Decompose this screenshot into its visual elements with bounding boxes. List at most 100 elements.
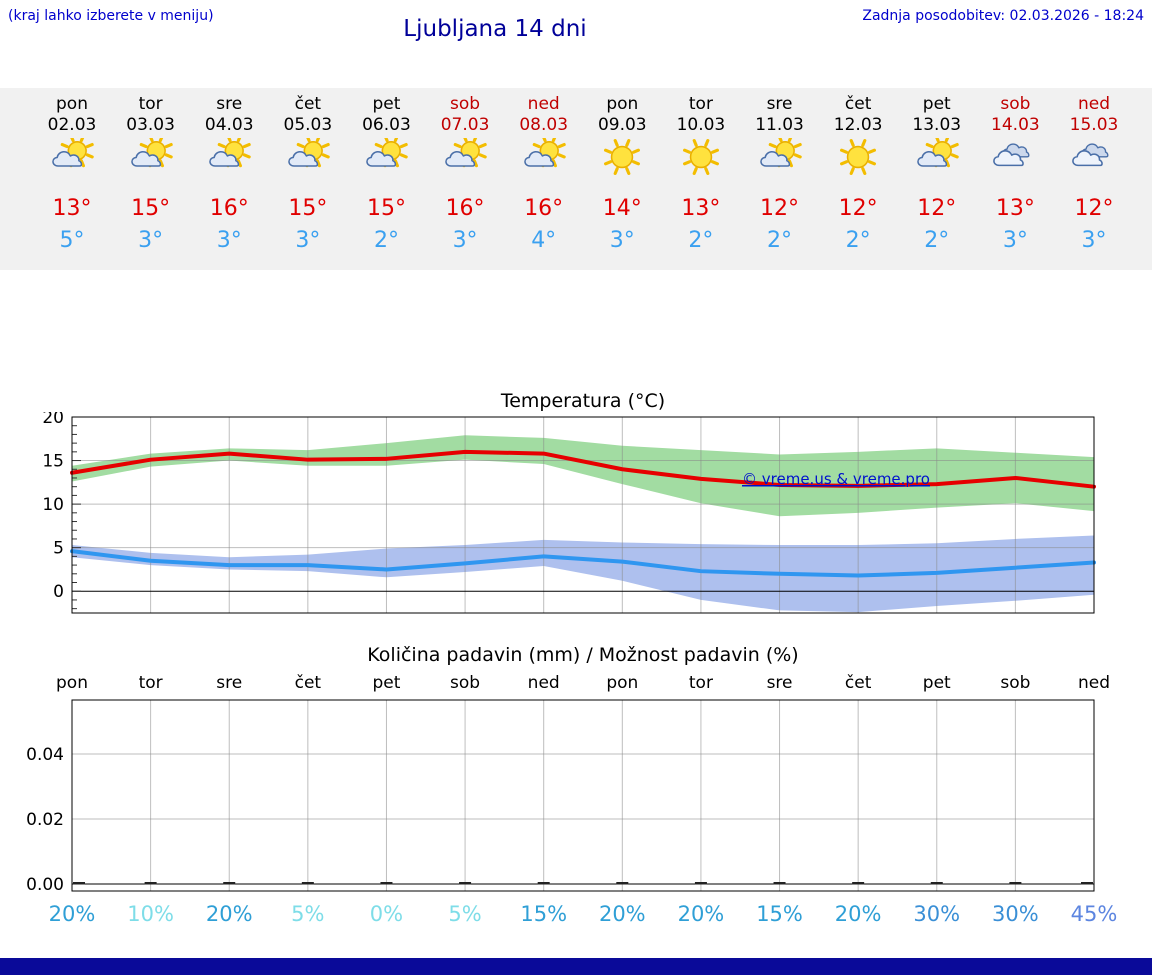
temp-y-tick: 0 <box>53 582 64 602</box>
day-low-temp: 3° <box>1002 228 1028 253</box>
day-high-temp: 15° <box>131 196 171 221</box>
day-low-temp: 2° <box>688 228 714 253</box>
partly-cloudy-icon <box>916 134 959 168</box>
precip-y-tick: 0.02 <box>26 810 64 830</box>
day-high-temp: 12° <box>1074 196 1114 221</box>
day-icon-wrap <box>347 134 425 182</box>
precip-probability: 45% <box>1070 902 1118 926</box>
precip-day-label: čet <box>295 673 322 693</box>
day-date: 10.03 <box>676 115 726 135</box>
forecast-day-04.03: sre 04.03 16° 3° <box>190 88 268 270</box>
day-low-temp: 3° <box>1081 228 1107 253</box>
day-low-temp: 3° <box>452 228 478 253</box>
day-name: tor <box>688 94 713 114</box>
precip-day-label: sob <box>1000 673 1030 693</box>
day-name: tor <box>138 94 163 114</box>
precip-probability: 20% <box>205 902 253 926</box>
day-icon-wrap <box>741 134 819 182</box>
day-name: sob <box>450 94 481 114</box>
day-high-temp: 12° <box>917 196 957 221</box>
day-icon-wrap <box>190 134 268 182</box>
day-icon-wrap <box>269 134 347 182</box>
cloudy-icon <box>1072 143 1109 167</box>
max-temp-uncertainty-band <box>72 435 1094 517</box>
day-low-temp: 4° <box>531 228 557 253</box>
watermark-link[interactable]: © vreme.us & vreme.pro <box>742 470 930 488</box>
day-low-temp: 3° <box>295 228 321 253</box>
precip-bar <box>73 882 85 885</box>
precip-day-label: sre <box>216 673 242 693</box>
precip-day-label: pon <box>606 673 638 693</box>
forecast-day-11.03: sre 11.03 12° 2° <box>741 88 819 270</box>
forecast-day-13.03: pet 13.03 12° 2° <box>898 88 976 270</box>
precip-probability: 15% <box>756 902 803 926</box>
sunny-icon <box>840 139 877 175</box>
precip-probability: 5% <box>448 902 482 926</box>
day-icon-wrap <box>583 138 661 182</box>
forecast-day-14.03: sob 14.03 13° 3° <box>976 88 1054 270</box>
day-low-temp: 2° <box>845 228 871 253</box>
precip-bar <box>773 882 786 885</box>
forecast-day-06.03: pet 06.03 15° 2° <box>347 88 425 270</box>
bottom-bar <box>0 958 1152 975</box>
min-temp-line <box>70 549 1096 578</box>
day-icon-wrap <box>976 138 1054 182</box>
temp-y-tick: 15 <box>42 452 64 472</box>
precip-bar <box>380 882 393 885</box>
day-icon-wrap <box>898 134 976 182</box>
day-name: čet <box>844 94 872 114</box>
precip-bar <box>694 882 707 885</box>
day-name: ned <box>527 94 560 114</box>
day-name: pon <box>56 94 88 114</box>
precip-probability: 30% <box>992 902 1039 926</box>
precip-bar <box>616 882 629 885</box>
day-low-temp: 5° <box>59 228 85 253</box>
day-name: pet <box>372 94 401 114</box>
precip-day-label: tor <box>139 673 163 693</box>
precip-probability: 20% <box>834 902 882 926</box>
temp-y-tick: 10 <box>42 495 64 515</box>
day-name: pon <box>606 94 639 114</box>
forecast-strip: pon 02.03 13° 5° tor 03.03 15° 3° sre 04.03 16° 3° č… <box>0 88 1152 270</box>
day-date: 12.03 <box>833 115 883 135</box>
precip-bar <box>1009 882 1022 885</box>
day-date: 14.03 <box>991 115 1040 135</box>
day-date: 15.03 <box>1069 115 1119 135</box>
day-high-temp: 16° <box>445 196 485 221</box>
precip-day-label: ned <box>528 673 560 693</box>
day-date: 04.03 <box>204 115 254 135</box>
day-name: pet <box>922 94 951 114</box>
day-high-temp: 14° <box>602 196 642 221</box>
day-date: 11.03 <box>755 115 804 135</box>
day-date: 02.03 <box>47 115 97 135</box>
day-name: sob <box>1000 94 1031 114</box>
precipitation-chart: pon tor sre čet pet sob ned pon tor sre čet pet sob n… <box>26 673 1110 895</box>
day-icon-wrap <box>33 134 111 182</box>
precip-probability: 20% <box>48 902 96 926</box>
partly-cloudy-icon <box>209 134 251 168</box>
day-high-temp: 15° <box>288 196 328 221</box>
precip-bar <box>1081 882 1093 885</box>
day-low-temp: 3° <box>216 228 242 253</box>
last-update-text: Zadnja posodobitev: 02.03.2026 - 18:24 <box>862 8 1144 24</box>
temp-y-tick: 20 <box>42 412 64 428</box>
forecast-day-07.03: sob 07.03 16° 3° <box>426 88 504 270</box>
precip-bar <box>537 882 550 885</box>
day-high-temp: 12° <box>838 196 878 221</box>
precip-bar <box>459 882 472 885</box>
precip-probability-row: 20% 10% 20% 5% 0% 5% 15% 20% 20% 15% 20% 30% 30% 45% <box>0 902 1152 932</box>
precip-day-label: čet <box>845 673 872 693</box>
location-menu-note[interactable]: (kraj lahko izberete v meniju) <box>8 8 214 24</box>
partly-cloudy-icon <box>445 134 487 168</box>
precip-bar <box>930 882 943 885</box>
day-high-temp: 12° <box>760 196 800 221</box>
day-low-temp: 2° <box>924 228 950 253</box>
day-icon-wrap <box>1055 138 1133 182</box>
precip-y-tick: 0.00 <box>26 875 64 895</box>
day-date: 07.03 <box>440 115 490 135</box>
precip-probability: 20% <box>677 902 725 926</box>
forecast-day-08.03: ned 08.03 16° 4° <box>505 88 583 270</box>
sunny-icon <box>604 139 641 175</box>
partly-cloudy-icon <box>523 134 566 168</box>
forecast-day-02.03: pon 02.03 13° 5° <box>33 88 111 270</box>
